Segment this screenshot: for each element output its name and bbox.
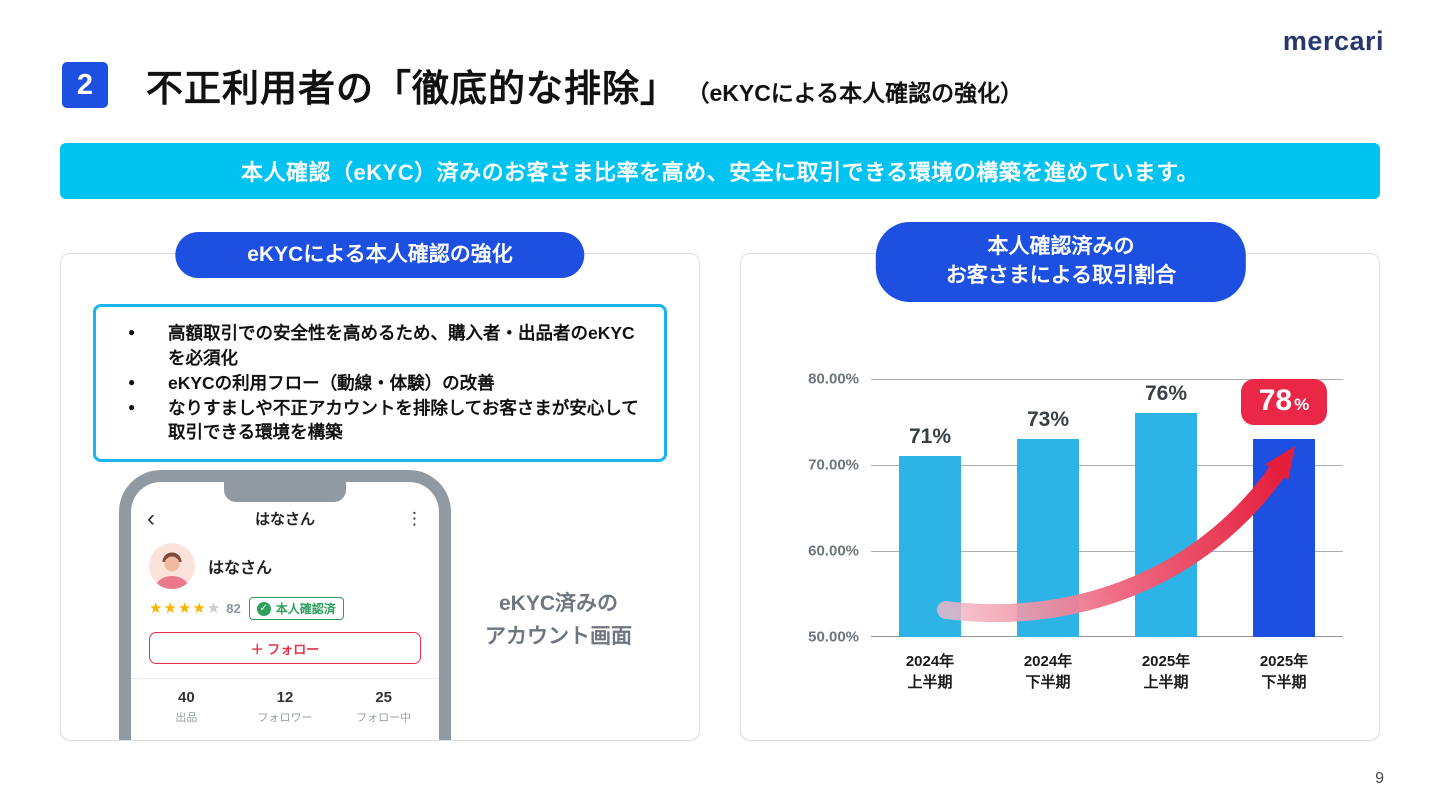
stat-label: 出品 bbox=[175, 712, 198, 725]
stat-value: 25 bbox=[375, 689, 393, 707]
profile-stats: 40 出品 12 フォロワー 25 フォロー中 bbox=[131, 679, 439, 725]
bullet-list: 高額取引での安全性を高めるため、購入者・出品者のeKYCを必須化eKYCの利用フ… bbox=[110, 321, 646, 445]
profile-name: はなさん bbox=[208, 560, 273, 578]
stat-label: フォロー中 bbox=[356, 712, 412, 725]
right-panel-header-line2: お客さまによる取引割合 bbox=[945, 263, 1177, 287]
phone-notch bbox=[224, 482, 346, 503]
section-number-badge: 2 bbox=[62, 62, 108, 108]
star-rating: ★★★★★ bbox=[149, 599, 221, 618]
ekyc-panel: 高額取引での安全性を高めるため、購入者・出品者のeKYCを必須化eKYCの利用フ… bbox=[60, 253, 700, 741]
bar-column: 78% bbox=[1225, 379, 1343, 637]
right-panel-header: 本人確認済みの お客さまによる取引割合 bbox=[875, 222, 1247, 302]
x-axis-label: 2025年 下半期 bbox=[1259, 653, 1309, 691]
page-number: 9 bbox=[1375, 770, 1384, 787]
y-axis-tick: 80.00% bbox=[808, 370, 859, 388]
bar bbox=[1253, 439, 1315, 637]
plot-area: 71% 73% 76% 78% bbox=[871, 379, 1343, 637]
x-axis-label: 2025年 上半期 bbox=[1141, 653, 1191, 691]
bullet-box: 高額取引での安全性を高めるため、購入者・出品者のeKYCを必須化eKYCの利用フ… bbox=[93, 304, 667, 463]
bar bbox=[1135, 413, 1197, 637]
stat-label: フォロワー bbox=[257, 712, 313, 725]
y-axis-tick: 60.00% bbox=[808, 542, 859, 560]
star-icon: ★ bbox=[163, 600, 177, 618]
y-axis-tick: 50.00% bbox=[808, 628, 859, 646]
title-row: 2 不正利用者の「徹底的な排除」 （eKYCによる本人確認の強化） bbox=[62, 58, 1023, 112]
phone-nav-title: はなさん bbox=[254, 511, 315, 529]
stat-value: 40 bbox=[177, 689, 195, 707]
kebab-menu-icon: ⋮ bbox=[406, 508, 423, 528]
bar-column: 73% bbox=[989, 379, 1107, 637]
bar bbox=[1017, 439, 1079, 637]
gridline bbox=[871, 636, 1343, 637]
avatar-illustration bbox=[149, 543, 195, 590]
page-title-main: 不正利用者の「徹底的な排除」 bbox=[146, 68, 678, 109]
highlight-value-badge: 78% bbox=[1240, 379, 1328, 425]
bullet-item: eKYCの利用フロー（動線・体験）の改善 bbox=[110, 371, 646, 396]
x-axis-label: 2024年 上半期 bbox=[905, 653, 955, 691]
stat-value: 12 bbox=[276, 689, 294, 707]
key-message-text: 本人確認（eKYC）済みのお客さま比率を高め、安全に取引できる環境の構築を進めて… bbox=[240, 160, 1200, 185]
bar-column: 76% bbox=[1107, 379, 1225, 637]
follow-button: ＋ フォロー bbox=[149, 632, 421, 665]
gridline bbox=[871, 379, 1343, 380]
right-panel-header-line1: 本人確認済みの bbox=[987, 235, 1135, 258]
profile-row: はなさん bbox=[131, 533, 439, 590]
bar-column: 71% bbox=[871, 379, 989, 637]
left-panel-header: eKYCによる本人確認の強化 bbox=[175, 232, 585, 278]
phone-mockup: ‹ はなさん ⋮ はなさん ★★ bbox=[119, 470, 451, 740]
phone-nav-bar: ‹ はなさん ⋮ bbox=[131, 482, 439, 533]
bar bbox=[899, 456, 961, 637]
star-icon: ★ bbox=[177, 600, 192, 618]
rating-row: ★★★★★ 82 ✓ 本人確認済 bbox=[131, 589, 439, 621]
avatar bbox=[149, 543, 195, 590]
phone-area: ‹ はなさん ⋮ はなさん ★★ bbox=[119, 470, 699, 740]
bar-chart: 80.00% 70.00% 60.00% 50.00% 71% 73% 76% 78% bbox=[771, 371, 1343, 719]
y-axis: 80.00% 70.00% 60.00% 50.00% bbox=[771, 371, 859, 646]
bar-value-label: 71% bbox=[908, 425, 952, 449]
divider bbox=[131, 678, 439, 680]
phone-caption: eKYC済みの アカウント画面 bbox=[485, 588, 632, 740]
highlight-unit: % bbox=[1294, 395, 1310, 414]
x-axis-label: 2024年 下半期 bbox=[1023, 653, 1073, 691]
page-title-sub: （eKYCによる本人確認の強化） bbox=[686, 80, 1024, 106]
verified-badge-label: 本人確認済 bbox=[275, 602, 336, 617]
page-title: 不正利用者の「徹底的な排除」 （eKYCによる本人確認の強化） bbox=[146, 58, 1023, 112]
bullet-item: なりすましや不正アカウントを排除してお客さまが安心して取引できる環境を構築 bbox=[110, 396, 646, 446]
bullet-item: 高額取引での安全性を高めるため、購入者・出品者のeKYCを必須化 bbox=[110, 321, 646, 371]
stat-item: 25 フォロー中 bbox=[334, 689, 433, 725]
check-icon: ✓ bbox=[256, 601, 271, 616]
key-message-banner: 本人確認（eKYC）済みのお客さま比率を高め、安全に取引できる環境の構築を進めて… bbox=[60, 143, 1380, 199]
phone-caption-line1: eKYC済みの bbox=[498, 592, 619, 616]
bar-value-label: 76% bbox=[1144, 382, 1188, 406]
bars: 71% 73% 76% 78% bbox=[871, 379, 1343, 637]
stat-item: 40 出品 bbox=[137, 689, 236, 725]
y-axis-tick: 70.00% bbox=[808, 456, 859, 474]
phone-caption-line2: アカウント画面 bbox=[485, 624, 632, 648]
chart-panel: 80.00% 70.00% 60.00% 50.00% 71% 73% 76% 78% bbox=[740, 253, 1380, 741]
bar-value-label: 73% bbox=[1026, 408, 1070, 432]
mercari-logo: mercari bbox=[1282, 26, 1384, 56]
stat-item: 12 フォロワー bbox=[236, 689, 335, 725]
verified-badge: ✓ 本人確認済 bbox=[248, 597, 344, 621]
back-chevron-icon: ‹ bbox=[147, 504, 155, 532]
highlight-value: 78 bbox=[1258, 384, 1293, 417]
rating-count: 82 bbox=[226, 601, 241, 617]
star-icon: ★ bbox=[206, 600, 221, 618]
star-icon: ★ bbox=[149, 600, 163, 618]
x-axis: 2024年 上半期 2024年 下半期 2025年 上半期 2025年 下半期 bbox=[871, 651, 1343, 693]
star-icon: ★ bbox=[192, 600, 206, 618]
